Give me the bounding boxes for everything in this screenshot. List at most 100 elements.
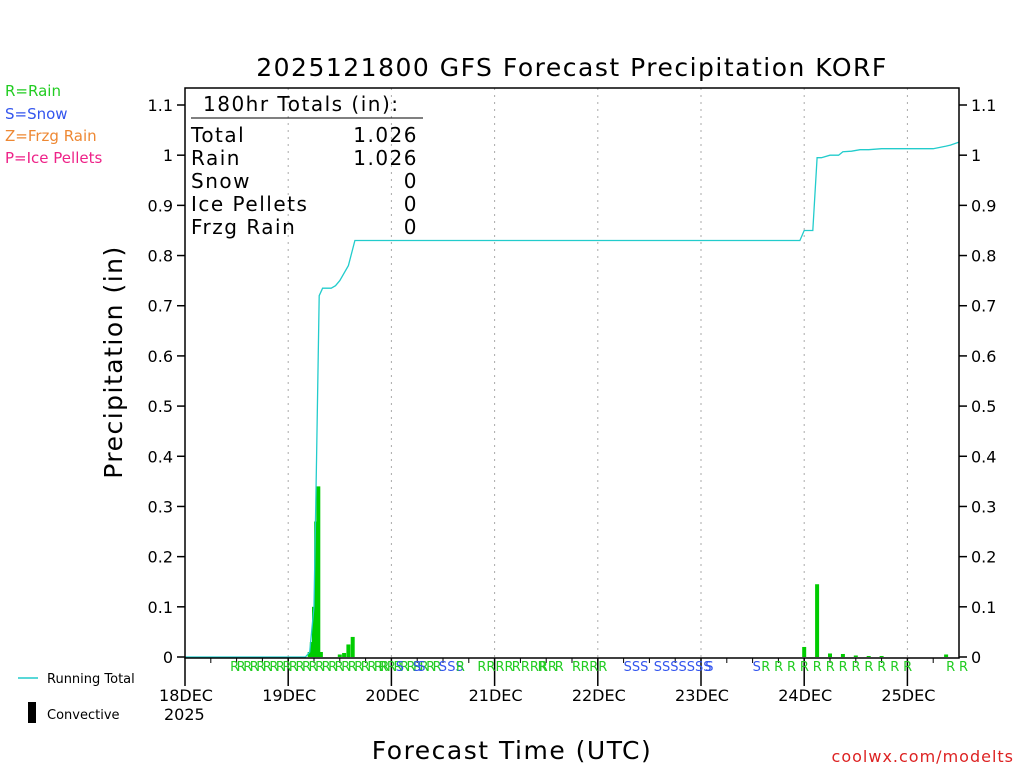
y-tick-label-left: 0.4 <box>148 447 173 466</box>
precip-type-rain: R <box>787 660 796 675</box>
precip-bar <box>307 651 312 657</box>
y-tick-label-left: 1 <box>163 146 173 165</box>
precip-type-rain: R <box>826 660 835 675</box>
precip-type-rain: R <box>538 660 547 675</box>
totals-row-value: 1.026 <box>353 146 418 170</box>
precip-type-rain: RR <box>589 660 607 675</box>
precip-bar <box>879 655 884 657</box>
precip-type-rain: R <box>946 660 955 675</box>
precip-type-rain: RRRRRRRRRRRRRRRRRRRRRRRRRRRRRRRR <box>230 660 442 675</box>
y-tick-label-right: 0.5 <box>971 397 996 416</box>
precip-bar <box>314 521 319 657</box>
running-total-layer <box>185 141 960 658</box>
precip-type-snow: S <box>417 660 425 675</box>
precip-type-rain: RRRRR <box>512 660 557 675</box>
y-tick-label-right: 0.8 <box>971 247 996 266</box>
totals-box: 180hr Totals (in): Total 1.026 Rain 1.026 Sn… <box>190 92 423 239</box>
x-tick-label: 25DEC <box>881 686 935 705</box>
precip-type-rain: R <box>572 660 581 675</box>
precip-type-snow: SSSSSSS <box>654 660 712 675</box>
y-tick-label-right: 0.6 <box>971 347 996 366</box>
totals-row-label: Total <box>190 123 245 147</box>
x-tick-label: 24DEC <box>778 686 832 705</box>
precip-type-snow: S <box>753 660 761 675</box>
y-tick-label-left: 1.1 <box>148 96 173 115</box>
chart-title: 2025121800 GFS Forecast Precipitation KO… <box>256 53 888 82</box>
watermark: coolwx.com/modelts <box>832 747 1014 766</box>
precip-type-rain: RRRR <box>477 660 513 675</box>
precip-bar <box>318 651 323 657</box>
y-axis-label: Precipitation (in) <box>99 245 128 479</box>
precip-type-rain: R <box>877 660 886 675</box>
y-tick-label-right: 0.2 <box>971 548 996 567</box>
totals-rows: Total 1.026 Rain 1.026 Snow 0 Ice Pellets 0 Frzg… <box>190 123 418 239</box>
precip-type-rain: R <box>800 660 809 675</box>
totals-row-value: 0 <box>404 192 418 216</box>
y-tick-label-left: 0.7 <box>148 297 173 316</box>
precip-type-snow: S <box>705 660 713 675</box>
y-tick-label-left: 0.3 <box>148 497 173 516</box>
totals-row-label: Rain <box>191 146 241 170</box>
precip-type-rain: R <box>890 660 899 675</box>
totals-row-label: Ice Pellets <box>191 192 308 216</box>
totals-row-value: 1.026 <box>353 123 418 147</box>
legend-frzg-rain: Z=Frzg Rain <box>5 127 97 145</box>
precip-bar <box>312 606 316 657</box>
precip-type-snow: S <box>413 660 421 675</box>
grid-layer <box>287 88 908 658</box>
y-tick-label-right: 1 <box>971 146 981 165</box>
precip-bar <box>350 636 355 657</box>
precip-bar <box>316 486 321 657</box>
precip-bar <box>337 654 342 657</box>
precip-type-snow: SSS <box>624 660 649 675</box>
precip-bar <box>346 644 351 657</box>
precip-type-rain: R <box>864 660 873 675</box>
legend-rain: R=Rain <box>5 82 61 100</box>
legend-ice-pellets: P=Ice Pellets <box>5 149 102 167</box>
precip-type-rain: R <box>839 660 848 675</box>
convective-legend-label: Convective <box>47 708 120 723</box>
x-tick-label: 21DEC <box>469 686 523 705</box>
x-tick-label: 22DEC <box>572 686 626 705</box>
precip-bar <box>342 652 347 657</box>
precip-bar <box>309 641 314 657</box>
totals-row-value: 0 <box>404 169 418 193</box>
precip-bar <box>802 646 807 657</box>
x-tick-label: 20DEC <box>365 686 419 705</box>
axes-layer: 0 00.1 0.10.2 0.20.3 0.30.4 0.40.5 0.50.6 0.60.… <box>148 87 996 705</box>
precip-type-rain: R <box>761 660 770 675</box>
y-tick-label-right: 0.3 <box>971 497 996 516</box>
y-tick-label-right: 1.1 <box>971 96 996 115</box>
totals-heading: 180hr Totals (in): <box>203 92 400 116</box>
y-tick-label-right: 0 <box>971 648 981 667</box>
precip-type-rain: R <box>456 660 465 675</box>
y-tick-label-right: 0.9 <box>971 196 996 215</box>
precip-type-rain: R <box>903 660 912 675</box>
precip-type-snow: S <box>439 660 447 675</box>
precip-bar <box>815 584 820 657</box>
bars-layer <box>307 486 949 657</box>
plot-frame <box>184 87 960 659</box>
precip-type-rain: R <box>852 660 861 675</box>
x-tick-label: 23DEC <box>675 686 729 705</box>
running-total-legend-label: Running Total <box>47 672 135 687</box>
precip-bar <box>866 655 871 657</box>
y-tick-label-right: 0.4 <box>971 447 996 466</box>
y-tick-label-left: 0.5 <box>148 397 173 416</box>
precip-bar <box>828 653 832 657</box>
totals-row-label: Frzg Rain <box>191 215 296 239</box>
legend-snow: S=Snow <box>5 105 68 123</box>
precip-type-rain: R <box>379 660 388 675</box>
x-year-label: 2025 <box>164 705 205 724</box>
y-tick-label-left: 0.8 <box>148 247 173 266</box>
y-tick-label-left: 0.1 <box>148 598 173 617</box>
y-tick-label-left: 0.9 <box>148 196 173 215</box>
convective-legend-swatch <box>28 702 36 723</box>
precip-type-rain: R <box>581 660 590 675</box>
totals-row-value: 0 <box>404 215 418 239</box>
precip-bar <box>944 654 949 657</box>
x-axis-label: Forecast Time (UTC) <box>372 736 652 765</box>
y-tick-label-left: 0.2 <box>148 548 173 567</box>
